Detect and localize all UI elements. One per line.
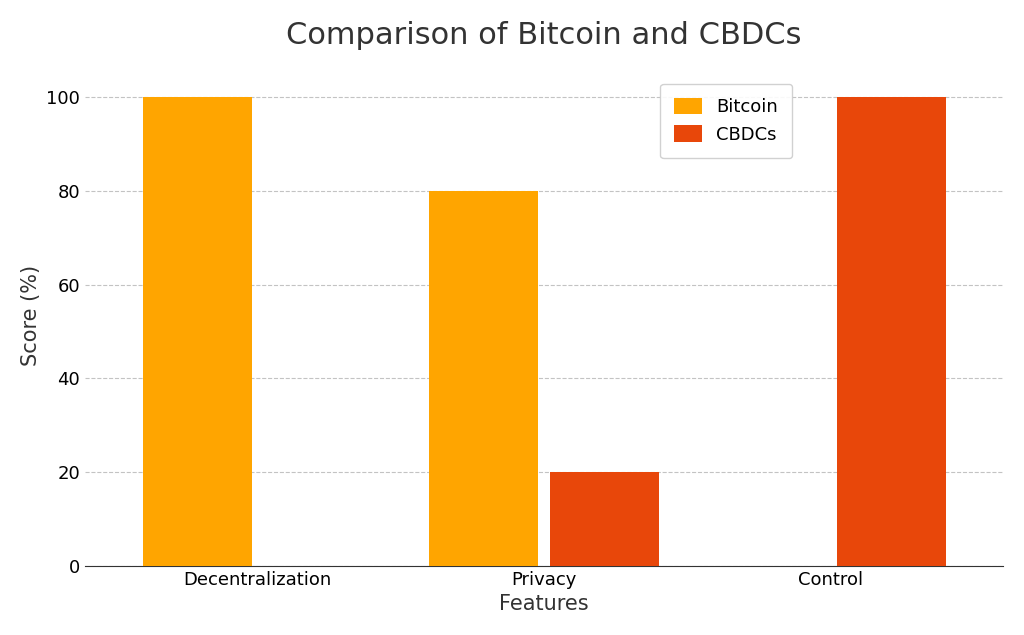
Legend: Bitcoin, CBDCs: Bitcoin, CBDCs bbox=[660, 84, 793, 158]
Bar bbox=[837, 97, 946, 566]
Bar bbox=[142, 97, 252, 566]
Y-axis label: Score (%): Score (%) bbox=[20, 265, 41, 366]
Bar bbox=[429, 191, 539, 566]
X-axis label: Features: Features bbox=[500, 594, 589, 614]
Bar bbox=[550, 472, 658, 566]
Title: Comparison of Bitcoin and CBDCs: Comparison of Bitcoin and CBDCs bbox=[287, 21, 802, 50]
